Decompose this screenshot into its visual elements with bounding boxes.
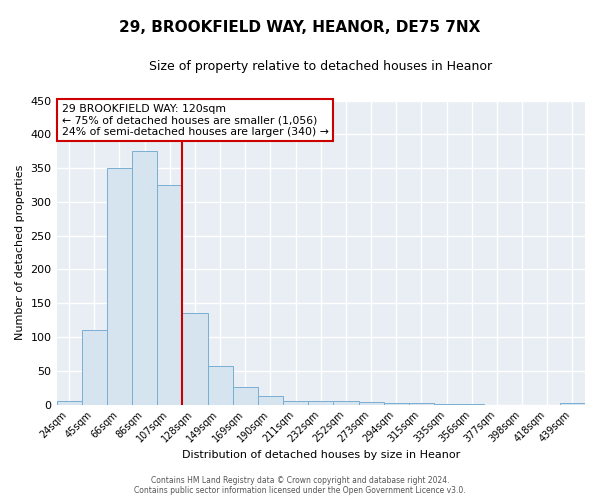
Bar <box>334 400 359 404</box>
Bar <box>56 401 82 404</box>
Bar <box>258 396 283 404</box>
Bar <box>308 400 334 404</box>
Bar <box>233 387 258 404</box>
Bar <box>132 151 157 405</box>
Bar <box>107 168 132 404</box>
Bar <box>383 403 409 404</box>
Bar <box>157 185 182 404</box>
Text: 29, BROOKFIELD WAY, HEANOR, DE75 7NX: 29, BROOKFIELD WAY, HEANOR, DE75 7NX <box>119 20 481 35</box>
Bar <box>182 314 208 404</box>
X-axis label: Distribution of detached houses by size in Heanor: Distribution of detached houses by size … <box>182 450 460 460</box>
Text: 29 BROOKFIELD WAY: 120sqm
← 75% of detached houses are smaller (1,056)
24% of se: 29 BROOKFIELD WAY: 120sqm ← 75% of detac… <box>62 104 329 137</box>
Bar <box>208 366 233 405</box>
Bar <box>409 403 434 404</box>
Bar <box>560 402 585 404</box>
Bar <box>82 330 107 404</box>
Bar <box>283 400 308 404</box>
Y-axis label: Number of detached properties: Number of detached properties <box>15 165 25 340</box>
Bar <box>359 402 383 404</box>
Title: Size of property relative to detached houses in Heanor: Size of property relative to detached ho… <box>149 60 493 73</box>
Text: Contains HM Land Registry data © Crown copyright and database right 2024.
Contai: Contains HM Land Registry data © Crown c… <box>134 476 466 495</box>
